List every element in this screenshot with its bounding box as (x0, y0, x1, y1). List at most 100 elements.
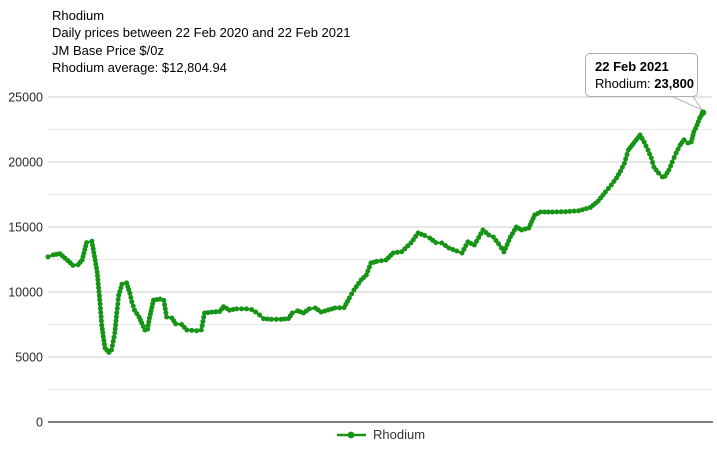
data-point-marker[interactable] (549, 209, 555, 215)
data-point-marker[interactable] (273, 316, 279, 322)
data-point-marker[interactable] (99, 322, 105, 328)
data-point-marker[interactable] (490, 234, 496, 240)
data-point-marker[interactable] (173, 321, 179, 327)
data-point-marker[interactable] (146, 319, 152, 325)
data-point-marker[interactable] (681, 137, 687, 143)
data-point-marker[interactable] (119, 281, 125, 287)
rhodium-series[interactable] (45, 109, 707, 355)
data-point-marker[interactable] (97, 305, 103, 311)
data-point-marker[interactable] (99, 326, 105, 332)
data-point-marker[interactable] (366, 264, 372, 270)
data-point-marker[interactable] (643, 143, 649, 149)
data-point-marker[interactable] (675, 146, 681, 152)
data-point-marker[interactable] (268, 316, 274, 322)
data-point-marker[interactable] (363, 272, 369, 278)
data-point-marker[interactable] (647, 151, 653, 157)
data-point-marker[interactable] (623, 156, 629, 162)
data-point-marker[interactable] (554, 209, 560, 215)
data-point-marker[interactable] (668, 163, 674, 169)
data-point-marker[interactable] (501, 249, 507, 255)
data-point-marker[interactable] (194, 328, 200, 334)
data-point-marker[interactable] (101, 341, 107, 347)
data-point-marker[interactable] (111, 334, 117, 340)
data-point-marker[interactable] (200, 319, 206, 324)
data-point-marker[interactable] (161, 297, 167, 303)
data-point-marker[interactable] (89, 238, 95, 244)
data-point-marker[interactable] (129, 299, 135, 305)
data-point-marker[interactable] (113, 314, 119, 320)
data-point-marker[interactable] (70, 262, 76, 268)
data-point-marker[interactable] (95, 273, 100, 279)
data-point-marker[interactable] (164, 314, 170, 320)
data-point-marker[interactable] (542, 209, 547, 215)
data-point-marker[interactable] (618, 168, 623, 174)
data-point-marker[interactable] (130, 303, 136, 309)
data-point-marker[interactable] (109, 347, 114, 353)
data-point-marker[interactable] (611, 179, 617, 184)
data-point-marker[interactable] (93, 261, 99, 267)
data-point-marker[interactable] (450, 247, 456, 252)
data-point-marker[interactable] (461, 246, 467, 252)
data-point-marker[interactable] (624, 152, 630, 157)
data-point-marker[interactable] (656, 170, 661, 176)
data-point-marker[interactable] (558, 209, 564, 215)
data-point-marker[interactable] (249, 307, 255, 313)
data-point-marker[interactable] (422, 233, 428, 238)
data-point-marker[interactable] (145, 322, 151, 328)
data-point-marker[interactable] (244, 306, 249, 312)
data-point-marker[interactable] (209, 309, 215, 315)
data-point-marker[interactable] (239, 306, 245, 312)
data-point-marker[interactable] (115, 301, 121, 307)
rhodium-price-line[interactable] (47, 112, 704, 354)
data-point-marker[interactable] (463, 243, 469, 249)
data-point-marker[interactable] (264, 316, 270, 322)
data-point-marker[interactable] (621, 160, 627, 166)
data-point-marker[interactable] (97, 297, 103, 303)
data-point-marker[interactable] (439, 240, 445, 246)
data-point-marker[interactable] (538, 209, 544, 215)
legend-item-rhodium[interactable]: Rhodium (336, 427, 425, 442)
data-point-marker[interactable] (474, 238, 479, 244)
data-point-marker[interactable] (608, 182, 614, 188)
data-point-marker[interactable] (113, 322, 119, 328)
data-point-marker[interactable] (162, 306, 168, 312)
data-point-marker[interactable] (90, 246, 96, 252)
data-point-marker[interactable] (563, 209, 568, 215)
data-point-marker[interactable] (605, 186, 611, 191)
data-point-marker[interactable] (332, 305, 338, 311)
last-data-point-marker[interactable] (699, 109, 707, 116)
data-point-marker[interactable] (671, 155, 677, 160)
data-point-marker[interactable] (100, 330, 106, 336)
data-point-marker[interactable] (493, 238, 499, 243)
data-point-marker[interactable] (109, 343, 115, 349)
data-point-marker[interactable] (92, 253, 97, 259)
data-point-marker[interactable] (346, 295, 352, 301)
data-point-marker[interactable] (498, 245, 504, 251)
data-point-marker[interactable] (234, 306, 240, 312)
data-point-marker[interactable] (476, 235, 482, 240)
data-point-marker[interactable] (365, 268, 371, 274)
data-point-marker[interactable] (92, 257, 98, 263)
data-point-marker[interactable] (162, 302, 168, 308)
data-point-marker[interactable] (94, 265, 99, 271)
data-point-marker[interactable] (374, 258, 380, 264)
data-point-marker[interactable] (95, 281, 101, 287)
data-point-marker[interactable] (157, 296, 163, 302)
data-point-marker[interactable] (571, 208, 577, 214)
data-point-marker[interactable] (98, 314, 104, 320)
data-point-marker[interactable] (459, 250, 465, 256)
data-point-marker[interactable] (306, 306, 312, 312)
data-point-marker[interactable] (112, 326, 118, 332)
data-point-marker[interactable] (127, 290, 133, 296)
data-point-marker[interactable] (201, 314, 207, 320)
data-point-marker[interactable] (128, 295, 134, 300)
data-point-marker[interactable] (619, 164, 625, 170)
data-point-marker[interactable] (433, 240, 439, 246)
data-point-marker[interactable] (337, 305, 342, 311)
data-point-marker[interactable] (496, 241, 502, 247)
data-point-marker[interactable] (98, 310, 104, 315)
data-point-marker[interactable] (198, 327, 204, 333)
data-point-marker[interactable] (602, 189, 608, 195)
data-point-marker[interactable] (114, 310, 120, 316)
data-point-marker[interactable] (446, 245, 452, 251)
